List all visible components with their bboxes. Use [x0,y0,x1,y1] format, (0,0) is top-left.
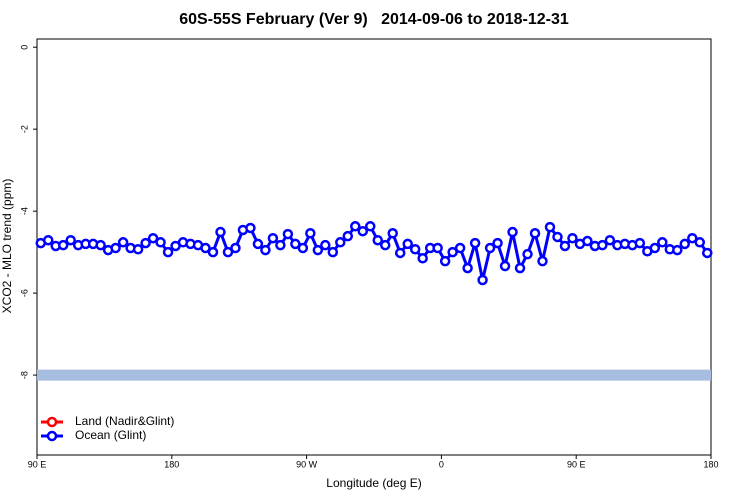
chart-title: 60S-55S February (Ver 9) 2014-09-06 to 2… [179,11,569,28]
data-point [484,242,496,254]
data-point [327,246,339,258]
data-point [477,274,488,286]
legend-label: Ocean (Glint) [75,428,146,442]
data-point [290,238,301,250]
data-point [394,247,406,259]
data-point [65,234,76,246]
x-tick-label: 90 E [567,459,586,469]
x-tick-label: 0 [439,459,444,469]
data-point [320,239,331,251]
data-point [402,238,413,250]
plot-frame [36,38,712,456]
data-point [387,228,398,239]
x-tick-label: 180 [164,459,179,469]
data-point [417,253,428,264]
data-point [582,235,593,247]
data-point [372,234,383,246]
data-point [559,240,571,252]
data-point [702,247,713,259]
data-point [507,226,518,238]
data-point [57,239,69,251]
data-point [230,242,241,254]
data-point [552,231,563,243]
data-point [604,234,616,246]
data-point [447,246,458,258]
data-point [379,239,391,251]
data-point [529,228,541,239]
data-point [147,232,159,244]
data-point [222,246,234,258]
data-point [275,239,286,251]
y-tick-label: -4 [19,207,29,215]
x-tick-label: 90 W [296,459,318,469]
data-point [544,221,556,233]
data-point [260,244,271,256]
data-point [567,232,578,244]
legend-marker [46,416,58,428]
y-tick-label: 0 [19,45,29,50]
data-point [245,222,256,234]
data-point [439,255,451,267]
y-axis-title: XCO2 - MLO trend (ppm) [0,179,14,314]
x-tick-label: 180 [703,459,718,469]
data-point [312,244,324,256]
data-point [42,234,54,246]
data-point [687,232,698,244]
data-point [267,232,279,244]
data-point [252,238,264,250]
data-point [95,239,106,251]
data-point [537,255,548,267]
data-point [492,237,503,249]
data-point [679,238,691,250]
data-point [657,237,668,248]
data-point [499,260,511,272]
data-point [297,242,309,254]
data-point [215,226,226,238]
data-point [200,242,211,254]
data-point [649,242,661,254]
y-tick-label: -8 [19,371,29,379]
x-axis-title: Longitude (deg E) [326,476,421,490]
data-point [155,237,166,248]
data-point [357,225,369,237]
data-point [335,237,346,248]
data-point [342,230,354,242]
data-point [162,246,174,258]
data-point [454,242,466,254]
data-point [672,244,683,256]
legend-label: Land (Nadir&Glint) [75,414,174,428]
data-point [694,237,706,248]
x-tick-label: 90 E [28,459,47,469]
data-point [634,237,646,249]
data-point [597,239,608,251]
data-point [432,242,443,254]
data-point [140,237,151,249]
data-point [462,262,473,274]
data-point [110,242,121,254]
data-point [117,237,129,248]
data-point [305,228,316,239]
data-point [409,244,421,255]
y-tick-label: -2 [19,125,29,133]
data-point [514,262,526,274]
data-point [207,246,219,258]
data-point [282,228,294,240]
legend-marker [46,430,58,442]
data-point [365,221,376,232]
y-tick-label: -6 [19,289,29,297]
data-point [522,248,533,260]
data-point [350,221,361,232]
data-point [132,244,144,255]
data-point [469,237,481,249]
